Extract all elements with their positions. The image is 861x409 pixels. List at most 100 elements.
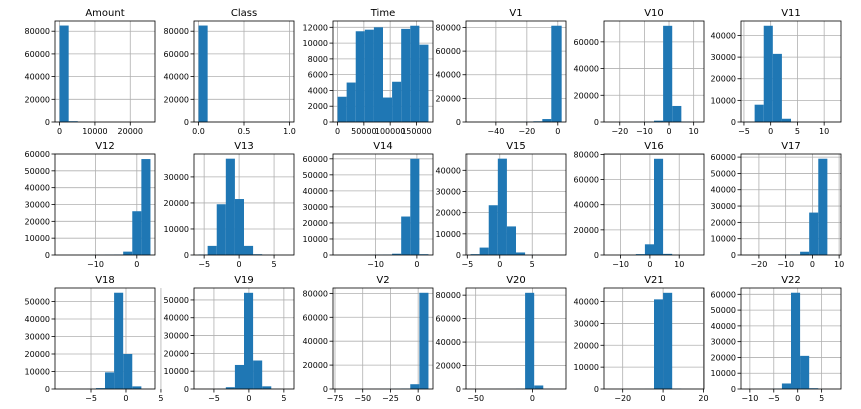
y-tick-label: 40000	[436, 71, 461, 80]
x-tick-label: 0	[57, 127, 62, 136]
histogram-bar	[781, 118, 791, 122]
x-tick-label: 0	[416, 394, 421, 403]
y-tick-label: 0	[184, 118, 189, 127]
y-tick-label: 40000	[711, 322, 736, 331]
histogram-bar	[132, 386, 142, 389]
x-tick-label: 0	[795, 394, 800, 403]
x-tick-label: −10	[612, 260, 629, 269]
y-tick-label: 4000	[308, 86, 328, 95]
histogram-bar	[506, 226, 516, 255]
x-tick-label: −75	[327, 394, 344, 403]
subplot-title: V10	[644, 8, 664, 19]
axes-frame	[465, 287, 567, 390]
histogram-bar	[763, 25, 773, 123]
histogram-bar	[253, 360, 263, 389]
histogram-bar	[497, 158, 507, 255]
histogram-bar	[392, 81, 402, 122]
axes-frame	[54, 20, 156, 123]
histogram-bar	[525, 292, 535, 389]
y-tick-label: 10000	[164, 225, 189, 234]
y-tick-label: 40000	[574, 65, 599, 74]
y-tick-label: 40000	[25, 315, 50, 324]
y-tick-label: 30000	[436, 187, 461, 196]
y-tick-label: 60000	[574, 176, 599, 185]
subplot-v18: −5 0 5 0 10000 20000 30000 40000 50000 V18	[25, 275, 164, 403]
histogram-bar	[59, 25, 69, 123]
histogram-bar	[216, 204, 226, 255]
histogram-bar	[781, 383, 791, 389]
histogram-bar	[542, 119, 552, 122]
axes-frame	[193, 287, 295, 390]
histogram-bar	[373, 27, 383, 122]
y-tick-label: 30000	[164, 173, 189, 182]
y-tick-label: 30000	[25, 201, 50, 210]
x-tick-label: 0	[237, 260, 242, 269]
subplot-v13: −5 0 5 0 10000 20000 30000 V13	[164, 141, 295, 269]
histogram-bar	[644, 244, 654, 255]
y-tick-label: 0	[45, 118, 50, 127]
y-tick-label: 0	[45, 385, 50, 394]
x-tick-label: −5	[198, 260, 210, 269]
histogram-bar	[809, 212, 819, 255]
x-tick-label: −10	[777, 260, 794, 269]
y-tick-label: 40000	[436, 338, 461, 347]
histogram-bar	[392, 253, 402, 255]
subplot-v14: −10 0 0 10000 20000 30000 40000 50000 60000 V14	[303, 141, 434, 269]
y-tick-label: 40000	[25, 184, 50, 193]
x-tick-label: 10	[674, 260, 684, 269]
histogram-bar	[410, 384, 420, 389]
histogram-bar	[382, 97, 393, 122]
subplot-v12: −10 0 0 10000 20000 30000 40000 50000 60000 V12	[25, 141, 156, 269]
y-tick-label: 0	[184, 385, 189, 394]
subplot-v21: −20 0 20 0 10000 20000 30000 40000 V21	[574, 275, 709, 403]
y-tick-label: 80000	[436, 23, 461, 32]
y-tick-label: 8000	[308, 55, 328, 64]
x-tick-label: −20	[611, 127, 628, 136]
y-tick-label: 20000	[574, 341, 599, 350]
axes-frame	[740, 287, 842, 390]
y-tick-label: 60000	[25, 150, 50, 159]
y-tick-label: 30000	[711, 202, 736, 211]
x-tick-label: −5	[738, 127, 750, 136]
axes-frame	[332, 153, 434, 256]
y-tick-label: 20000	[711, 353, 736, 362]
histogram-bar	[95, 388, 105, 389]
x-tick-label: 5	[281, 394, 286, 403]
y-tick-label: 50000	[711, 169, 736, 178]
y-tick-label: 20000	[164, 95, 189, 104]
y-tick-label: 0	[323, 385, 328, 394]
y-tick-label: 0	[456, 118, 461, 127]
x-tick-label: −10	[367, 260, 384, 269]
histogram-bar	[225, 387, 235, 389]
subplot-title: Amount	[85, 8, 124, 19]
x-tick-label: 0	[530, 394, 535, 403]
x-tick-label: 10	[834, 260, 844, 269]
y-tick-label: 80000	[436, 291, 461, 300]
axes-frame	[465, 153, 567, 256]
y-tick-label: 40000	[25, 73, 50, 82]
subplot-title: V13	[234, 141, 254, 152]
histogram-bar	[479, 247, 489, 255]
y-tick-label: 20000	[436, 362, 461, 371]
histogram-bar	[337, 96, 347, 122]
y-tick-label: 0	[323, 251, 328, 260]
y-tick-label: 40000	[436, 166, 461, 175]
histogram-bar	[791, 292, 801, 389]
y-tick-label: 0	[731, 385, 736, 394]
y-tick-label: 40000	[574, 201, 599, 210]
y-tick-label: 10000	[711, 96, 736, 105]
y-tick-label: 50000	[164, 296, 189, 305]
histogram-bar	[419, 254, 429, 255]
y-tick-label: 20000	[711, 218, 736, 227]
y-tick-label: 0	[456, 251, 461, 260]
histogram-bar	[551, 25, 562, 123]
y-tick-label: 80000	[574, 150, 599, 159]
subplot-v22: −10 −5 0 5 0 10000 20000 30000 40000 50000 60000 V2…	[711, 275, 842, 403]
subplot-v17: −20 −10 0 10 0 10000 20000 30000 40000 50000 60000…	[711, 141, 845, 269]
x-tick-label: 0	[497, 260, 502, 269]
histogram-bar	[123, 353, 133, 389]
subplot-title: V17	[781, 141, 801, 152]
y-tick-label: 20000	[303, 361, 328, 370]
subplot-title: V12	[95, 141, 115, 152]
